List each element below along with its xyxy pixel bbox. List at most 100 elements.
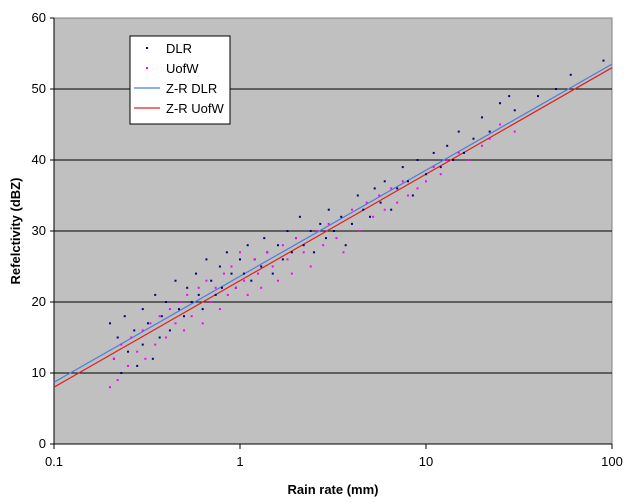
legend: DLR UofW Z-R DLR Z-R UofW [129,35,231,125]
data-point [151,357,154,360]
data-point [446,159,449,161]
data-point [432,151,435,154]
data-point [390,208,393,211]
data-point [133,329,136,332]
data-point [136,364,139,367]
data-point [146,322,149,325]
data-point [141,343,144,346]
data-point [372,215,375,218]
data-point [127,364,130,367]
y-tick-label: 50 [32,81,46,96]
data-point [416,159,419,161]
data-point [356,194,359,197]
data-point [201,308,204,311]
data-point [286,258,289,261]
y-tick-label: 40 [32,152,46,167]
data-point [322,244,325,247]
data-point [271,265,274,268]
data-point [186,293,189,296]
fit-lines [53,63,613,388]
data-point [499,102,502,105]
data-point [263,237,266,240]
legend-marker-point [146,67,148,69]
data-point [294,237,297,240]
data-point [218,308,221,311]
x-axis-title: Rain rate (mm) [287,482,378,497]
legend-label: DLR [166,41,192,56]
data-point [276,244,279,247]
data-point [350,222,353,225]
series-uofw [108,123,516,389]
y-tick-label: 60 [32,10,46,25]
data-point [242,272,245,275]
data-point [332,230,335,232]
zr-line-z-r-dlr [53,63,613,383]
data-point [194,272,197,275]
data-point [325,237,328,240]
data-point [439,166,442,169]
data-point [178,308,181,311]
data-point [344,244,347,247]
data-point [396,201,399,204]
data-point [340,215,343,218]
data-point [260,265,263,268]
data-point [390,187,393,190]
data-point [112,357,115,360]
data-point [127,350,130,353]
data-point [197,286,200,289]
legend-marker-point [146,47,148,49]
data-point [220,286,223,289]
data-point [396,187,399,190]
data-point [174,279,177,282]
data-point [365,201,368,204]
data-point [164,336,167,339]
data-point [302,244,305,247]
data-point [327,208,330,211]
data-point [108,386,111,389]
legend-box [129,35,231,125]
data-point [335,237,338,240]
data-point [257,272,260,275]
data-point [260,286,263,289]
data-point [472,137,475,140]
data-point [197,293,200,296]
data-point [452,159,455,161]
data-point [271,272,274,275]
data-point [186,286,189,289]
x-tick-label: 100 [601,454,623,469]
data-point [439,173,442,176]
data-point [467,159,470,161]
data-point [350,208,353,211]
data-point [373,187,376,190]
data-point [230,272,233,275]
data-point [214,293,217,296]
x-tick-label: 1 [236,454,243,469]
data-point [342,251,345,254]
legend-label: Z-R UofW [166,101,225,116]
data-point [201,322,204,325]
data-point [160,315,163,318]
data-point [141,308,144,311]
data-point [205,279,208,282]
legend-label: UofW [166,61,199,76]
data-point [309,265,312,268]
data-point [123,315,126,318]
data-point [290,272,293,275]
data-point [108,322,111,325]
data-point [316,230,319,232]
data-point [246,293,249,296]
data-point [286,230,289,232]
legend-label: Z-R DLR [166,81,217,96]
data-point [214,286,217,289]
data-point [446,144,449,147]
x-tick-label: 10 [419,454,433,469]
data-point [218,265,221,268]
data-point [230,265,233,268]
data-point [457,130,460,133]
data-point [319,222,322,225]
data-point [401,180,404,183]
data-point [154,293,157,296]
data-point [425,180,427,183]
data-point [120,343,123,346]
